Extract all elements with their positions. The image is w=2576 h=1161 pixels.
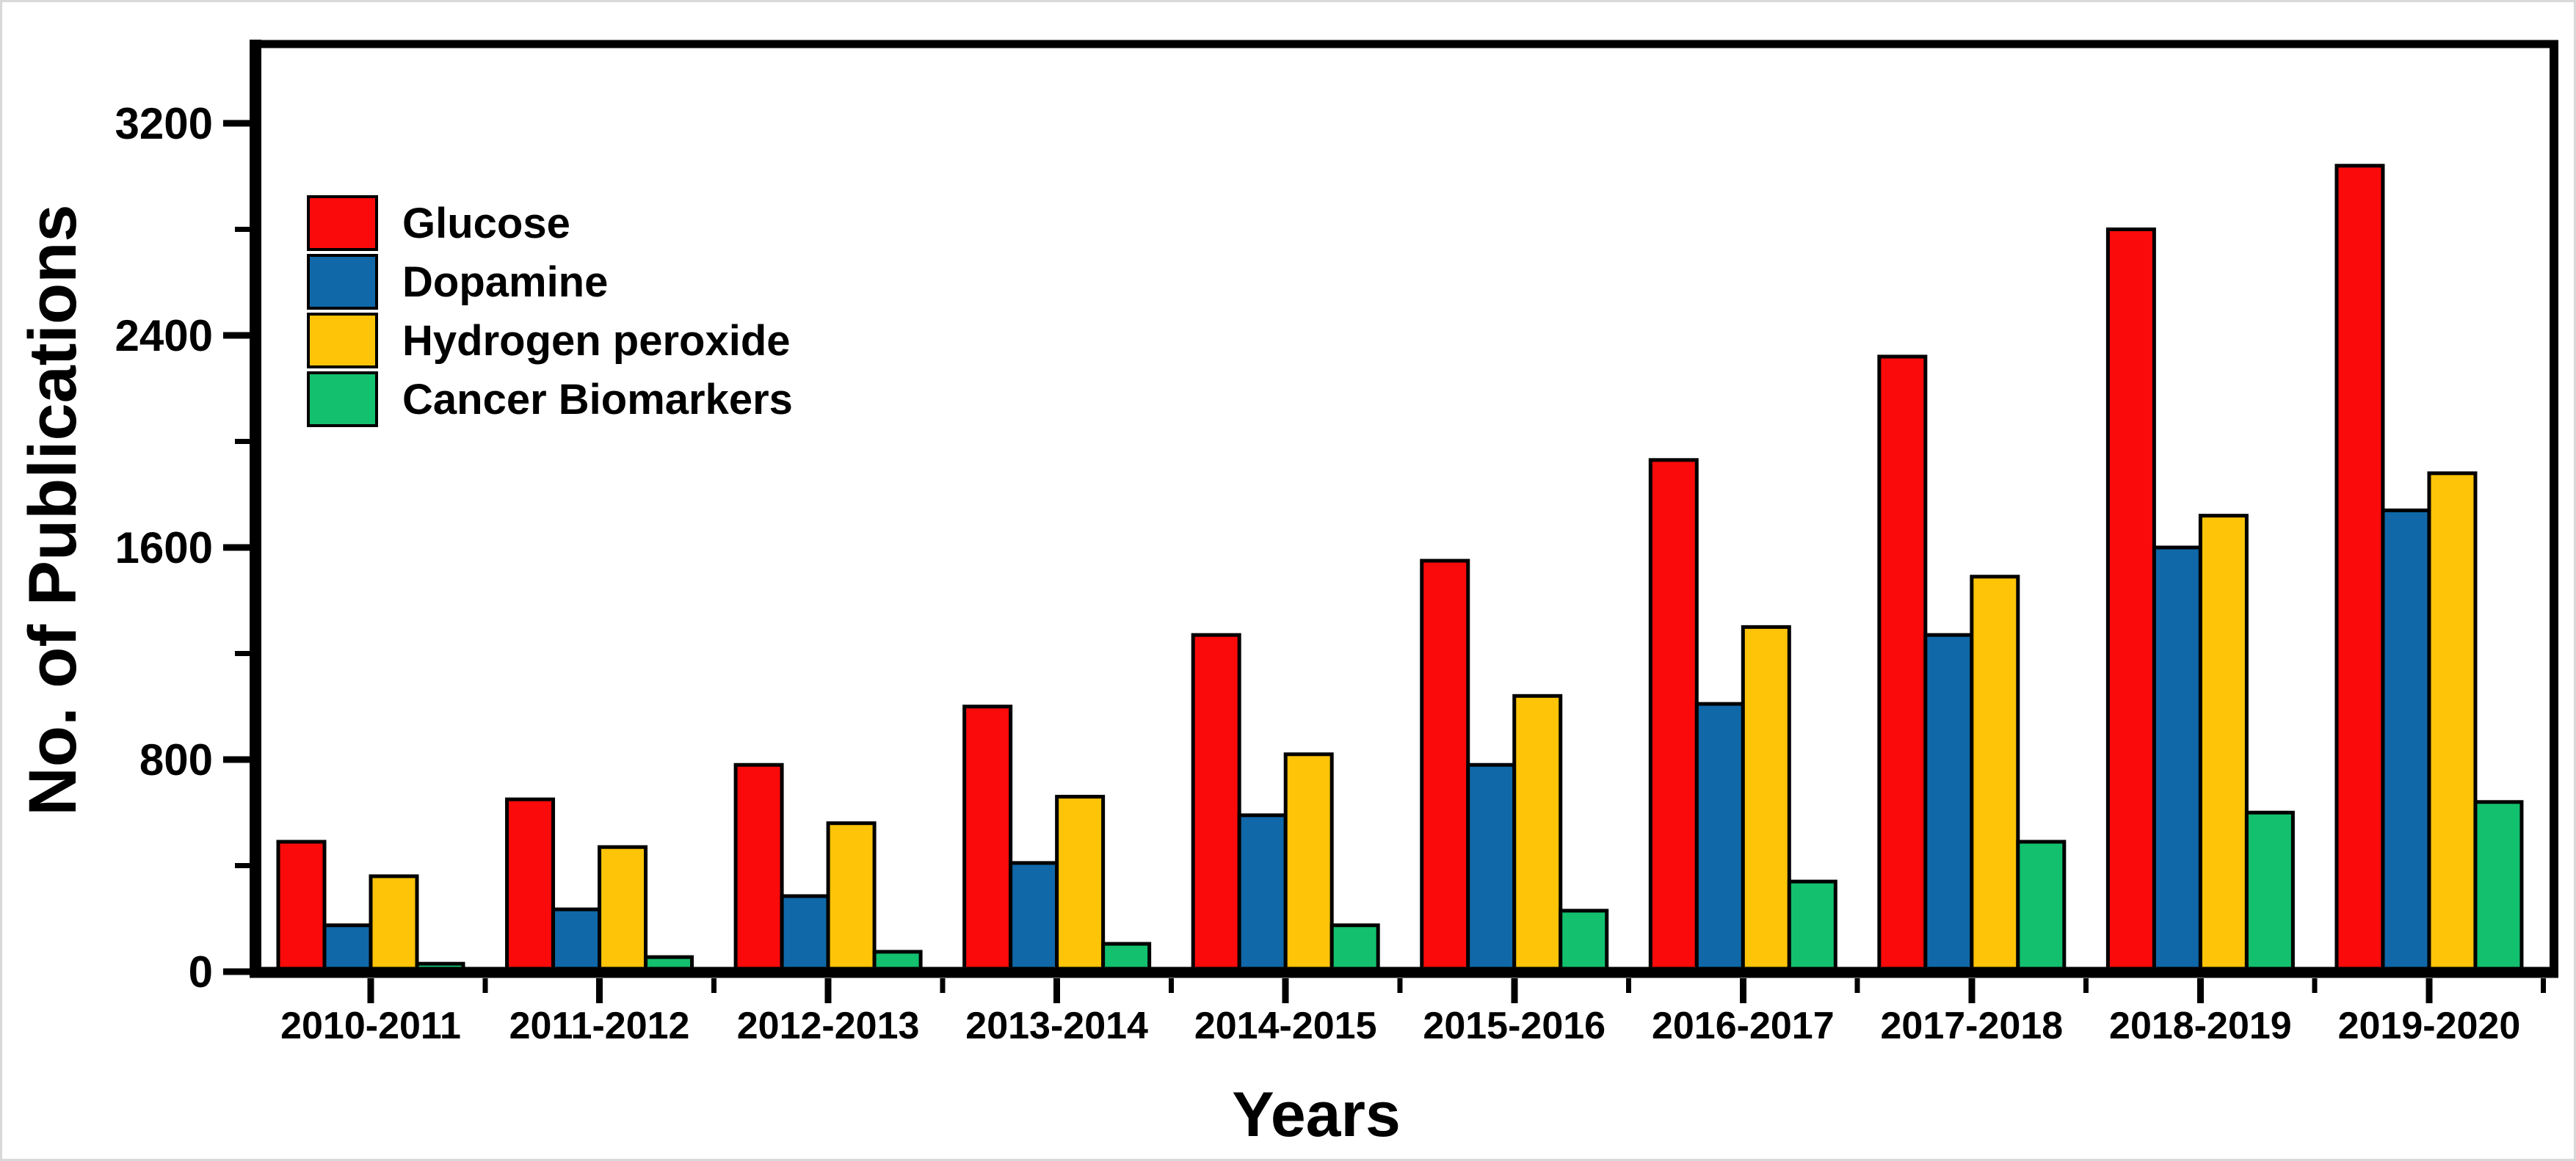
y-tick-label-0: 0 bbox=[189, 947, 213, 997]
bar-hydrogen-peroxide-2019-2020 bbox=[2427, 471, 2478, 978]
bar-glucose-2013-2014 bbox=[962, 705, 1013, 978]
legend-swatch-cancer-biomarkers bbox=[307, 371, 378, 427]
x-tick-label-2019-2020: 2019-2020 bbox=[2338, 1005, 2521, 1047]
bar-hydrogen-peroxide-2018-2019 bbox=[2198, 514, 2249, 978]
bar-dopamine-2019-2020 bbox=[2381, 508, 2431, 978]
legend-swatch-glucose bbox=[307, 195, 378, 251]
legend-swatch-hydrogen-peroxide bbox=[307, 313, 378, 368]
x-tick-label-2012-2013: 2012-2013 bbox=[737, 1005, 920, 1047]
legend: Glucose Dopamine Hydrogen peroxide Cancer B… bbox=[307, 195, 793, 427]
y-axis-title: No. of Publications bbox=[15, 204, 90, 815]
x-tick-label-2015-2016: 2015-2016 bbox=[1423, 1005, 1606, 1047]
x-tick-label-2013-2014: 2013-2014 bbox=[965, 1005, 1148, 1047]
bar-hydrogen-peroxide-2015-2016 bbox=[1512, 694, 1563, 978]
bar-dopamine-2018-2019 bbox=[2152, 545, 2202, 978]
bar-glucose-2014-2015 bbox=[1191, 633, 1241, 978]
legend-label-dopamine: Dopamine bbox=[402, 258, 608, 306]
bar-hydrogen-peroxide-2011-2012 bbox=[598, 845, 648, 978]
bar-glucose-2016-2017 bbox=[1648, 458, 1699, 978]
bar-cancer-biomarkers-2017-2018 bbox=[2016, 840, 2067, 978]
bar-dopamine-2017-2018 bbox=[1923, 633, 1974, 978]
bar-hydrogen-peroxide-2014-2015 bbox=[1283, 752, 1334, 978]
legend-label-glucose: Glucose bbox=[402, 200, 570, 247]
bar-dopamine-2016-2017 bbox=[1694, 702, 1745, 978]
x-tick-label-2010-2011: 2010-2011 bbox=[280, 1005, 461, 1047]
x-axis-title: Years bbox=[1232, 1080, 1401, 1150]
y-tick-label-800: 800 bbox=[139, 735, 213, 785]
y-tick-label-2400: 2400 bbox=[115, 311, 213, 360]
bar-dopamine-2011-2012 bbox=[551, 907, 602, 978]
x-tick-label-2016-2017: 2016-2017 bbox=[1652, 1005, 1835, 1047]
bar-cancer-biomarkers-2018-2019 bbox=[2244, 810, 2295, 978]
bar-glucose-2017-2018 bbox=[1877, 354, 1928, 978]
x-tick-label-2014-2015: 2014-2015 bbox=[1194, 1005, 1377, 1047]
y-tick-label-3200: 3200 bbox=[115, 99, 213, 148]
bar-glucose-2011-2012 bbox=[505, 797, 556, 978]
bar-dopamine-2015-2016 bbox=[1466, 763, 1517, 978]
x-tick-label-2011-2012: 2011-2012 bbox=[509, 1005, 690, 1047]
bar-hydrogen-peroxide-2017-2018 bbox=[1970, 575, 2020, 978]
bar-cancer-biomarkers-2016-2017 bbox=[1787, 879, 1837, 978]
legend-label-cancer-biomarkers: Cancer Biomarkers bbox=[402, 376, 793, 423]
bar-glucose-2010-2011 bbox=[276, 840, 327, 978]
bar-glucose-2012-2013 bbox=[733, 763, 784, 978]
bar-hydrogen-peroxide-2010-2011 bbox=[369, 874, 419, 978]
bar-hydrogen-peroxide-2013-2014 bbox=[1055, 795, 1106, 978]
bar-cancer-biomarkers-2015-2016 bbox=[1559, 909, 1609, 978]
x-tick-label-2017-2018: 2017-2018 bbox=[1881, 1005, 2064, 1047]
bar-dopamine-2012-2013 bbox=[780, 894, 830, 978]
bar-dopamine-2013-2014 bbox=[1009, 861, 1059, 978]
x-tick-label-2018-2019: 2018-2019 bbox=[2109, 1005, 2292, 1047]
legend-swatch-dopamine bbox=[307, 254, 378, 310]
bar-hydrogen-peroxide-2016-2017 bbox=[1741, 625, 1791, 978]
legend-label-hydrogen-peroxide: Hydrogen peroxide bbox=[402, 317, 791, 365]
bar-glucose-2019-2020 bbox=[2334, 164, 2385, 978]
bar-dopamine-2014-2015 bbox=[1237, 813, 1288, 978]
bar-glucose-2018-2019 bbox=[2105, 228, 2156, 978]
bar-cancer-biomarkers-2019-2020 bbox=[2473, 800, 2524, 978]
bar-glucose-2015-2016 bbox=[1420, 558, 1470, 978]
y-tick-label-1600: 1600 bbox=[115, 523, 213, 572]
bar-hydrogen-peroxide-2012-2013 bbox=[826, 821, 877, 978]
